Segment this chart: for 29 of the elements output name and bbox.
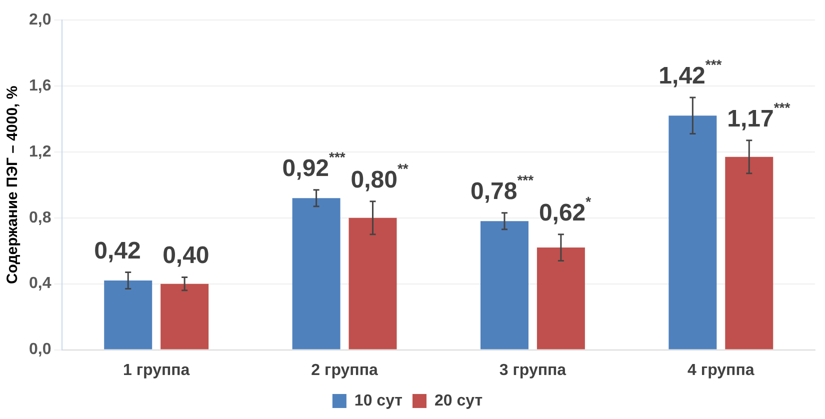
legend-label: 20 сут [434,392,483,410]
x-tick-label: 3 группа [499,362,566,379]
y-tick-label: 1,2 [28,143,52,160]
data-label: 1,17*** [727,99,791,132]
bar [725,156,774,350]
y-tick-label: 0,8 [28,209,52,226]
data-label: 0,80** [350,160,409,194]
data-label: 1,42*** [658,56,722,90]
bar [292,198,340,350]
bar [536,248,585,350]
y-tick-label: 0,0 [28,341,52,358]
data-label: 0,42 [94,237,141,264]
legend-label: 10 сут [354,392,403,410]
x-tick-label: 1 группа [122,362,190,379]
bar [160,284,209,350]
bar [480,221,528,350]
bar [104,280,152,350]
y-axis-title: Содержание ПЭГ – 4000, % [4,86,22,284]
x-tick-label: 2 группа [311,362,378,379]
data-label: 0,62* [538,193,592,226]
y-tick-label: 0,4 [28,275,52,292]
y-tick-label: 1,6 [28,77,52,94]
data-label: 0,40 [162,242,210,270]
data-label: 0,78*** [470,172,534,205]
y-tick-label: 2,0 [28,11,52,28]
bar [668,116,717,350]
data-label: 0,92*** [282,148,346,182]
bar [348,218,397,350]
x-tick-label: 4 группа [688,362,754,379]
